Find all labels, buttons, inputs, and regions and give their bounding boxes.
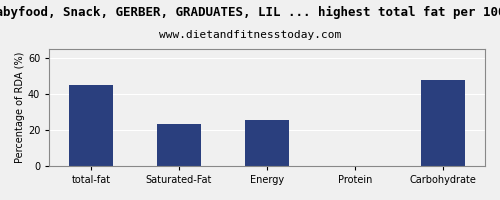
Text: www.dietandfitnesstoday.com: www.dietandfitnesstoday.com	[159, 30, 341, 40]
Text: Babyfood, Snack, GERBER, GRADUATES, LIL ... highest total fat per 100g: Babyfood, Snack, GERBER, GRADUATES, LIL …	[0, 6, 500, 19]
Y-axis label: Percentage of RDA (%): Percentage of RDA (%)	[15, 52, 25, 163]
Bar	[69, 85, 113, 166]
Bar	[245, 120, 289, 166]
Bar	[421, 80, 465, 166]
Bar	[157, 124, 201, 166]
